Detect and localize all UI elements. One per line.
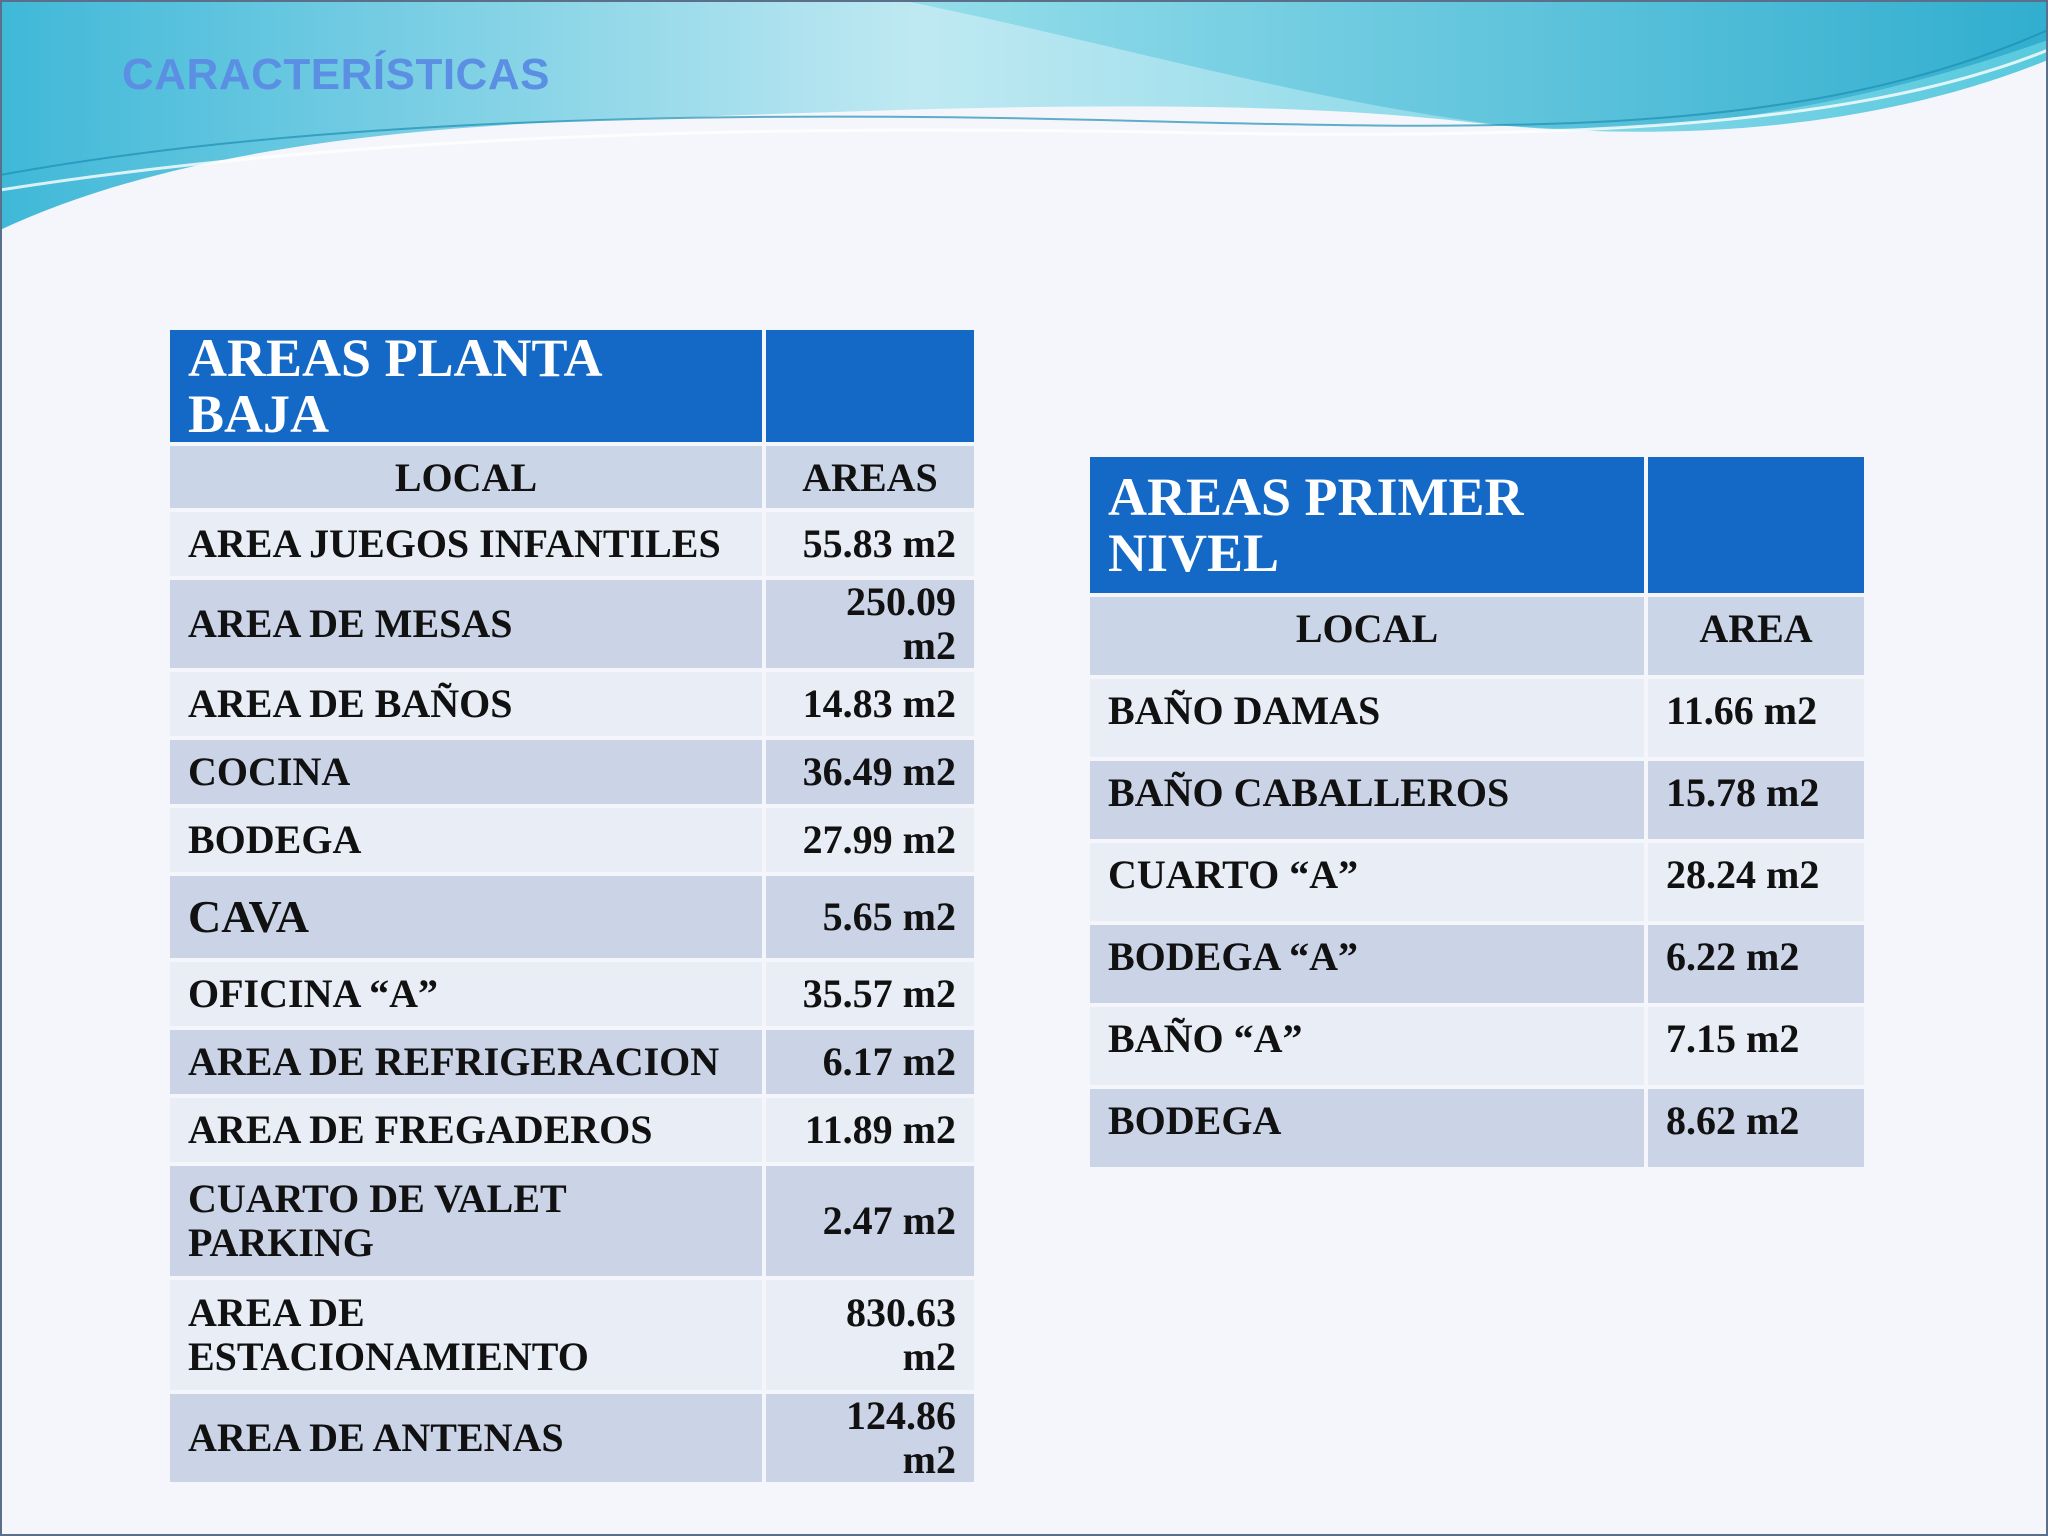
table-title-row: AREAS PRIMER NIVEL bbox=[1090, 457, 1864, 593]
cell-area: 124.86 m2 bbox=[766, 1394, 974, 1482]
cell-local: AREA DE REFRIGERACION bbox=[170, 1030, 762, 1094]
cell-area: 15.78 m2 bbox=[1648, 761, 1864, 839]
cell-area: 250.09 m2 bbox=[766, 580, 974, 668]
cell-local: BODEGA “A” bbox=[1090, 925, 1644, 1003]
planta-baja-table: AREAS PLANTA BAJA LOCAL AREAS AREA JUEGO… bbox=[166, 326, 978, 1486]
table-title: AREAS PRIMER NIVEL bbox=[1090, 457, 1644, 593]
cell-local: CAVA bbox=[170, 876, 762, 958]
table-row: AREA DE FREGADEROS 11.89 m2 bbox=[170, 1098, 974, 1162]
table-row: AREA DE REFRIGERACION 6.17 m2 bbox=[170, 1030, 974, 1094]
cell-local: BAÑO DAMAS bbox=[1090, 679, 1644, 757]
cell-area: 8.62 m2 bbox=[1648, 1089, 1864, 1167]
column-header-areas: AREAS bbox=[766, 446, 974, 508]
cell-local: CUARTO “A” bbox=[1090, 843, 1644, 921]
column-header-row: LOCAL AREAS bbox=[170, 446, 974, 508]
cell-area: 5.65 m2 bbox=[766, 876, 974, 958]
cell-area: 6.17 m2 bbox=[766, 1030, 974, 1094]
cell-local: BAÑO “A” bbox=[1090, 1007, 1644, 1085]
cell-local: AREA JUEGOS INFANTILES bbox=[170, 512, 762, 576]
cell-local: BODEGA bbox=[1090, 1089, 1644, 1167]
table-title-row: AREAS PLANTA BAJA bbox=[170, 330, 974, 442]
cell-area: 28.24 m2 bbox=[1648, 843, 1864, 921]
column-header-local: LOCAL bbox=[170, 446, 762, 508]
table-row: BODEGA 27.99 m2 bbox=[170, 808, 974, 872]
cell-area: 36.49 m2 bbox=[766, 740, 974, 804]
cell-local: AREA DE BAÑOS bbox=[170, 672, 762, 736]
wave-decoration bbox=[0, 0, 2048, 230]
table-row: CAVA 5.65 m2 bbox=[170, 876, 974, 958]
table-row: OFICINA “A” 35.57 m2 bbox=[170, 962, 974, 1026]
cell-area: 6.22 m2 bbox=[1648, 925, 1864, 1003]
table-row: AREA DE BAÑOS 14.83 m2 bbox=[170, 672, 974, 736]
cell-area: 2.47 m2 bbox=[766, 1166, 974, 1276]
table-row: COCINA 36.49 m2 bbox=[170, 740, 974, 804]
cell-local: AREA DE ANTENAS bbox=[170, 1394, 762, 1482]
column-header-row: LOCAL AREA bbox=[1090, 597, 1864, 675]
cell-area: 7.15 m2 bbox=[1648, 1007, 1864, 1085]
cell-local: AREA DE MESAS bbox=[170, 580, 762, 668]
table-row: AREA DE ANTENAS 124.86 m2 bbox=[170, 1394, 974, 1482]
cell-local: CUARTO DE VALET PARKING bbox=[170, 1166, 762, 1276]
table-row: AREA JUEGOS INFANTILES 55.83 m2 bbox=[170, 512, 974, 576]
cell-area: 11.66 m2 bbox=[1648, 679, 1864, 757]
cell-local: BODEGA bbox=[170, 808, 762, 872]
cell-area: 55.83 m2 bbox=[766, 512, 974, 576]
slide-title: CARACTERÍSTICAS bbox=[122, 50, 550, 99]
table-row: CUARTO “A” 28.24 m2 bbox=[1090, 843, 1864, 921]
primer-nivel-table: AREAS PRIMER NIVEL LOCAL AREA BAÑO DAMAS… bbox=[1086, 453, 1868, 1171]
table-row: BODEGA 8.62 m2 bbox=[1090, 1089, 1864, 1167]
table-title-empty-cell bbox=[766, 330, 974, 442]
cell-area: 14.83 m2 bbox=[766, 672, 974, 736]
table-row: BAÑO “A” 7.15 m2 bbox=[1090, 1007, 1864, 1085]
table-title-empty-cell bbox=[1648, 457, 1864, 593]
cell-local: OFICINA “A” bbox=[170, 962, 762, 1026]
table-row: AREA DE ESTACIONAMIENTO 830.63 m2 bbox=[170, 1280, 974, 1390]
cell-local: COCINA bbox=[170, 740, 762, 804]
column-header-area: AREA bbox=[1648, 597, 1864, 675]
table-row: BAÑO CABALLEROS 15.78 m2 bbox=[1090, 761, 1864, 839]
cell-area: 830.63 m2 bbox=[766, 1280, 974, 1390]
table-title: AREAS PLANTA BAJA bbox=[170, 330, 762, 442]
cell-area: 11.89 m2 bbox=[766, 1098, 974, 1162]
table-row: CUARTO DE VALET PARKING 2.47 m2 bbox=[170, 1166, 974, 1276]
cell-local: BAÑO CABALLEROS bbox=[1090, 761, 1644, 839]
table-row: BAÑO DAMAS 11.66 m2 bbox=[1090, 679, 1864, 757]
column-header-local: LOCAL bbox=[1090, 597, 1644, 675]
cell-area: 27.99 m2 bbox=[766, 808, 974, 872]
cell-area: 35.57 m2 bbox=[766, 962, 974, 1026]
table-row: BODEGA “A” 6.22 m2 bbox=[1090, 925, 1864, 1003]
cell-local: AREA DE FREGADEROS bbox=[170, 1098, 762, 1162]
table-row: AREA DE MESAS 250.09 m2 bbox=[170, 580, 974, 668]
cell-local: AREA DE ESTACIONAMIENTO bbox=[170, 1280, 762, 1390]
